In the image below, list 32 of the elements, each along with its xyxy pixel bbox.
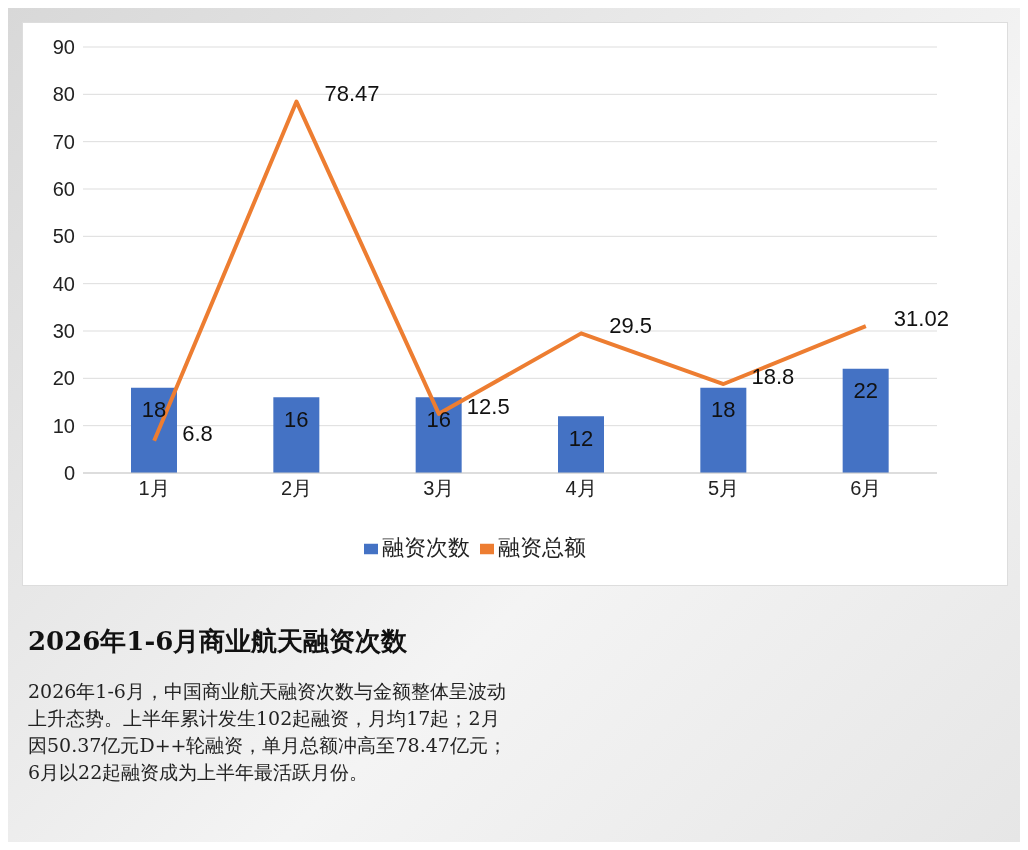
x-tick-label: 4月	[565, 477, 597, 500]
data-label: 6.8	[182, 420, 213, 446]
x-tick-label: 6月	[850, 477, 882, 500]
data-label: 31.02	[893, 305, 949, 331]
y-tick-label: 80	[52, 83, 75, 106]
y-tick-label: 90	[52, 36, 75, 59]
y-tick-label: 40	[52, 272, 75, 295]
x-tick-label: 3月	[423, 477, 455, 500]
y-tick-label: 10	[52, 414, 75, 437]
x-tick-label: 5月	[707, 477, 740, 500]
data-label: 18	[711, 397, 736, 423]
text: 2026年1-6月商业航天融资次数	[28, 625, 408, 658]
y-tick-label: 70	[52, 130, 75, 153]
x-tick-label: 2月	[280, 477, 313, 500]
data-label: 22	[853, 378, 878, 404]
data-label: 18	[141, 397, 167, 423]
x-tick-label: 1月	[138, 477, 170, 500]
y-tick-label: 60	[52, 178, 75, 201]
data-label: 12.5	[466, 393, 510, 419]
data-label: 78.47	[324, 81, 380, 107]
legend-label: 融资次数	[382, 535, 470, 560]
data-label: 16	[284, 406, 309, 432]
data-label: 29.5	[609, 313, 652, 339]
data-label: 12	[568, 425, 594, 451]
y-tick-label: 0	[63, 462, 75, 485]
text: 2026年1-6月，中国商业航天融资次数与金额整体呈波动上升态势。上半年累计发生102起融资，月均17起；2月因50.37亿元D++轮融资，单月总额冲高至78.47亿元；6月以22起融资成为上半年最活跃月份。	[28, 679, 508, 785]
y-tick-label: 50	[52, 225, 75, 248]
y-tick-label: 20	[52, 367, 75, 390]
data-label: 18.8	[751, 363, 795, 389]
data-label: 16	[426, 406, 451, 432]
legend-label: 融资总额	[498, 535, 586, 560]
y-tick-label: 30	[52, 320, 75, 343]
